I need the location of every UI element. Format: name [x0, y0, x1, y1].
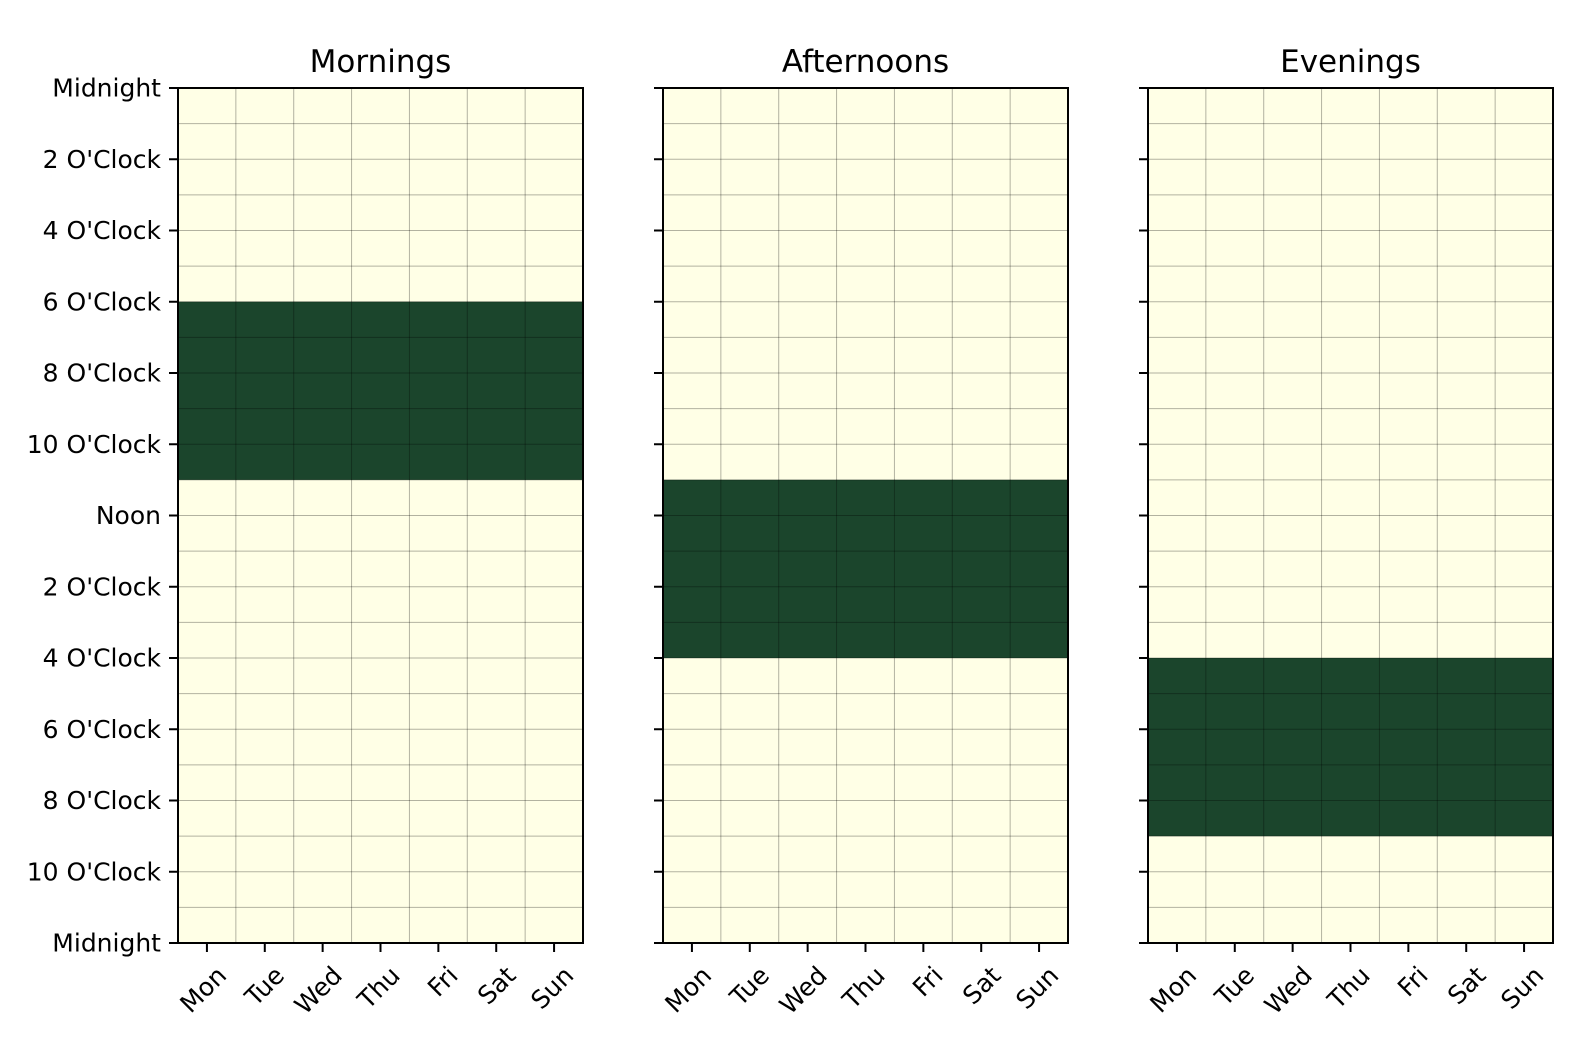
x-tick-label-tue: Tue — [1209, 961, 1260, 1012]
active-cell-sat — [467, 301, 526, 480]
y-tick-label: 10 O'Clock — [27, 857, 162, 886]
x-tick-label-sat: Sat — [472, 961, 522, 1011]
y-tick-label: 8 O'Clock — [43, 359, 162, 388]
active-cell-mon — [1148, 658, 1207, 837]
active-cell-sun — [1495, 658, 1554, 837]
active-cell-sun — [525, 301, 584, 480]
y-tick-label: Midnight — [52, 929, 161, 958]
x-tick-label-thu: Thu — [836, 961, 890, 1015]
y-tick-label: 8 O'Clock — [43, 786, 162, 815]
active-cell-wed — [778, 479, 838, 658]
y-tick-label: Noon — [96, 501, 161, 530]
active-cell-thu — [1321, 658, 1380, 837]
y-tick-label: 4 O'Clock — [43, 216, 162, 245]
x-tick-label-wed: Wed — [289, 961, 348, 1020]
x-tick-label-tue: Tue — [724, 961, 775, 1012]
x-tick-label-wed: Wed — [774, 961, 833, 1020]
active-cell-tue — [235, 301, 295, 480]
panel-mornings: Midnight 2 O'Clock 4 O'Clock 6 O'Clock 8 O'C… — [27, 44, 584, 1020]
active-cell-wed — [293, 301, 353, 480]
panel-title: Mornings — [310, 44, 452, 80]
y-tick-label: 6 O'Clock — [43, 287, 162, 316]
x-tick-label-sun: Sun — [525, 961, 579, 1015]
active-cell-sat — [952, 479, 1011, 658]
active-cell-fri — [409, 301, 468, 480]
active-cell-fri — [894, 479, 953, 658]
y-tick-label: 2 O'Clock — [43, 145, 162, 174]
y-tick-label: 10 O'Clock — [27, 430, 162, 459]
x-tick-label-sun: Sun — [1010, 961, 1064, 1015]
x-tick-label-mon: Mon — [1144, 961, 1202, 1019]
y-tick-label: 4 O'Clock — [43, 644, 162, 673]
active-cell-sun — [1010, 479, 1069, 658]
x-tick-label-fri: Fri — [422, 961, 464, 1003]
x-tick-label-wed: Wed — [1259, 961, 1318, 1020]
x-tick-label-sat: Sat — [1442, 961, 1492, 1011]
x-tick-label-thu: Thu — [1321, 961, 1375, 1015]
x-tick-label-fri: Fri — [907, 961, 949, 1003]
active-cell-thu — [351, 301, 410, 480]
y-tick-label: 6 O'Clock — [43, 715, 162, 744]
x-tick-label-sat: Sat — [957, 961, 1007, 1011]
y-tick-label: 2 O'Clock — [43, 572, 162, 601]
x-tick-label-fri: Fri — [1392, 961, 1434, 1003]
active-cell-tue — [1205, 658, 1265, 837]
x-tick-label-thu: Thu — [351, 961, 405, 1015]
active-cell-thu — [836, 479, 895, 658]
active-cell-fri — [1379, 658, 1438, 837]
active-cell-mon — [178, 301, 237, 480]
active-cell-sat — [1437, 658, 1496, 837]
x-tick-label-mon: Mon — [174, 961, 232, 1019]
active-cell-mon — [663, 479, 722, 658]
y-tick-label: Midnight — [52, 74, 161, 103]
x-tick-label-tue: Tue — [239, 961, 290, 1012]
panel-title: Evenings — [1280, 44, 1421, 80]
x-tick-label-sun: Sun — [1495, 961, 1549, 1015]
panel-title: Afternoons — [782, 44, 949, 80]
x-tick-label-mon: Mon — [659, 961, 717, 1019]
plot-background — [178, 88, 583, 943]
active-cell-wed — [1263, 658, 1323, 837]
active-cell-tue — [720, 479, 780, 658]
